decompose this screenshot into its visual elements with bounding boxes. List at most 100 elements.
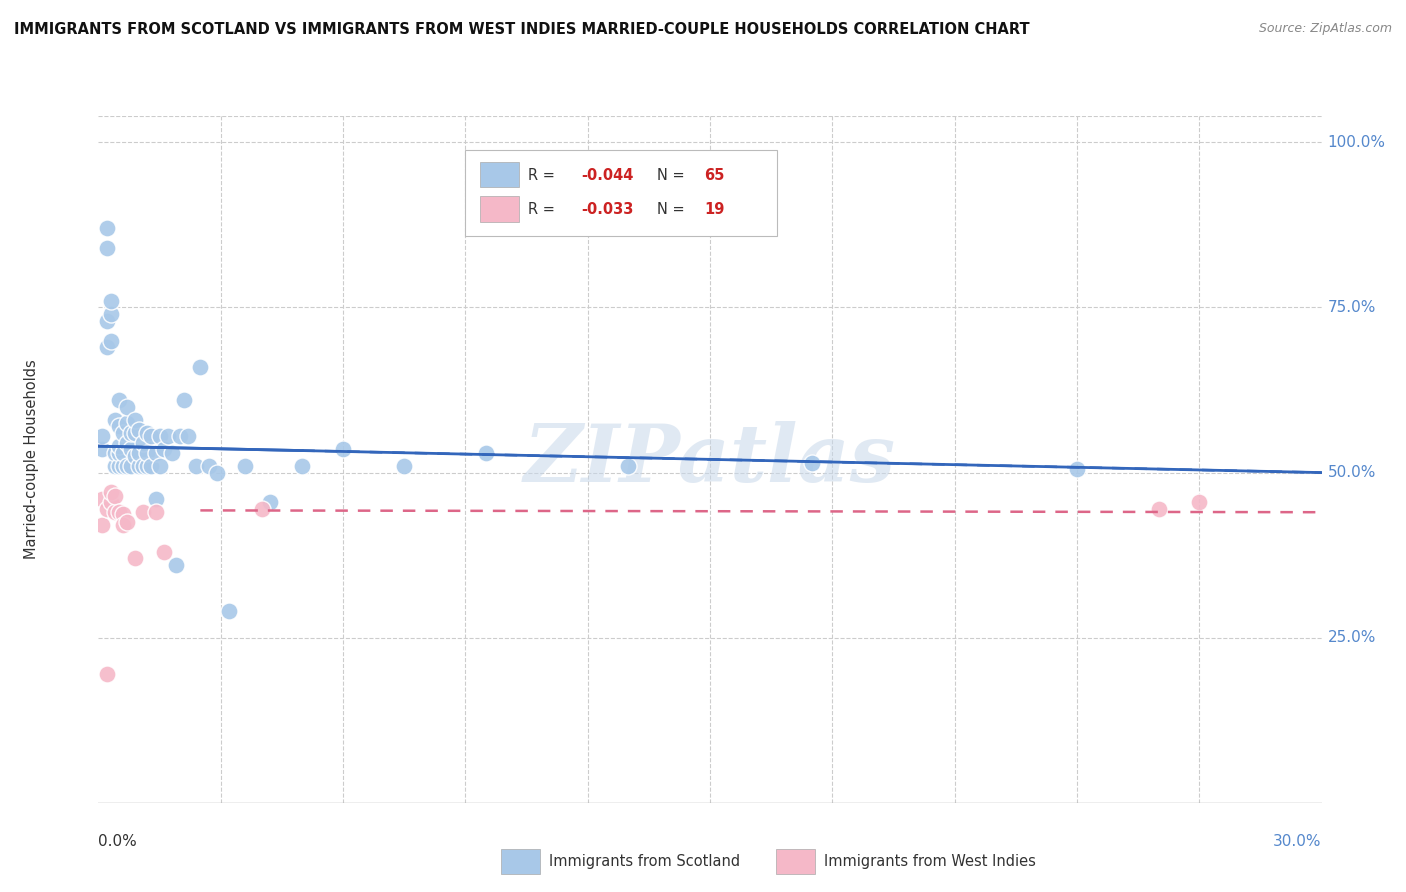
Point [100,307,122,321]
Point [1066,462,1088,476]
FancyBboxPatch shape [479,196,519,222]
Point [156,429,179,443]
Point [115,435,138,450]
Text: R =: R = [527,168,560,183]
Point [115,416,138,430]
Text: 50.0%: 50.0% [1327,465,1376,480]
Point [111,458,134,473]
Point [96,667,118,681]
Point [100,293,122,308]
FancyBboxPatch shape [479,162,519,187]
Point [128,458,150,473]
Point [165,558,187,572]
Point [124,449,146,463]
Point [96,241,118,255]
Point [291,458,314,473]
Point [332,442,354,457]
Point [115,515,138,529]
FancyBboxPatch shape [776,849,815,874]
Point [1147,502,1170,516]
Text: 25.0%: 25.0% [1327,630,1376,645]
Point [115,458,138,473]
Point [108,505,131,519]
Point [100,495,122,509]
Point [100,334,122,348]
Point [801,456,824,470]
Point [104,489,127,503]
Point [96,502,118,516]
Point [104,505,127,519]
Point [392,458,416,473]
Point [124,425,146,440]
Text: -0.033: -0.033 [582,202,634,217]
Point [186,458,208,473]
Point [120,458,142,473]
Point [259,495,281,509]
Text: Married-couple Households: Married-couple Households [24,359,38,559]
Point [111,446,134,460]
Point [96,340,118,354]
Point [1188,495,1211,509]
Point [108,419,131,434]
Point [218,604,240,618]
Text: R =: R = [527,202,560,217]
Point [108,392,131,407]
Point [104,413,127,427]
Point [128,423,150,437]
Text: IMMIGRANTS FROM SCOTLAND VS IMMIGRANTS FROM WEST INDIES MARRIED-COUPLE HOUSEHOLD: IMMIGRANTS FROM SCOTLAND VS IMMIGRANTS F… [14,22,1029,37]
Point [115,400,138,414]
Point [188,359,212,374]
Point [177,429,200,443]
Point [91,429,114,443]
Point [108,446,131,460]
Point [100,485,122,500]
Point [233,458,256,473]
Point [120,442,142,457]
Point [132,458,155,473]
Point [145,491,167,506]
Point [91,491,114,506]
Point [617,458,640,473]
Text: Immigrants from West Indies: Immigrants from West Indies [824,855,1036,870]
Point [96,314,118,328]
Text: -0.044: -0.044 [582,168,634,183]
Point [145,446,167,460]
Text: 100.0%: 100.0% [1327,135,1386,150]
Point [108,439,131,453]
Point [149,429,172,443]
Point [104,458,127,473]
Text: 19: 19 [704,202,724,217]
Text: ZIPatlas: ZIPatlas [524,421,896,498]
Point [250,502,273,516]
Point [96,221,118,235]
FancyBboxPatch shape [465,150,778,236]
Point [145,505,167,519]
Point [169,429,191,443]
Point [91,442,114,457]
Point [104,446,127,460]
FancyBboxPatch shape [501,849,540,874]
Point [141,429,163,443]
Point [152,545,174,559]
Text: Source: ZipAtlas.com: Source: ZipAtlas.com [1258,22,1392,36]
Text: 75.0%: 75.0% [1327,300,1376,315]
Text: 30.0%: 30.0% [1274,834,1322,848]
Point [111,518,134,533]
Text: N =: N = [658,168,690,183]
Point [149,458,172,473]
Point [160,446,183,460]
Point [120,425,142,440]
Point [197,458,219,473]
Point [124,551,146,566]
Point [111,425,134,440]
Point [474,446,498,460]
Point [173,392,195,407]
Point [152,442,174,457]
Point [128,446,150,460]
Point [136,458,159,473]
Point [136,425,159,440]
Text: 0.0%: 0.0% [98,834,138,848]
Point [141,458,163,473]
Point [91,518,114,533]
Point [111,507,134,521]
